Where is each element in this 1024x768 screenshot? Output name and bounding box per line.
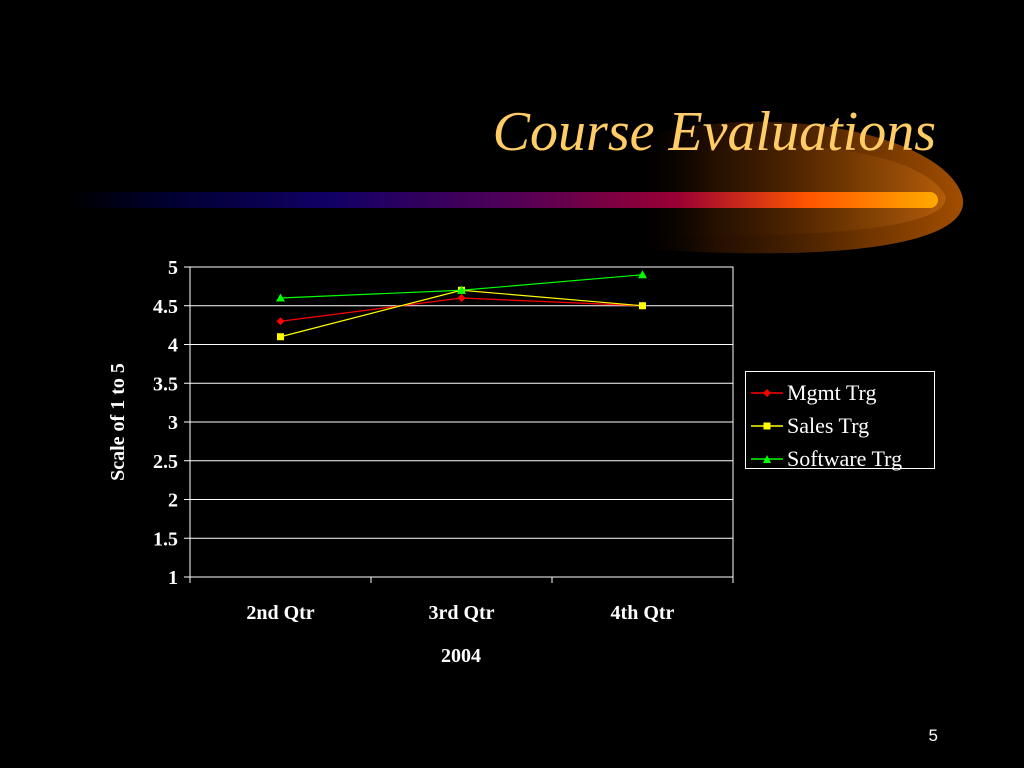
- legend-swatch-mgmt-trg: [751, 388, 783, 397]
- gradient-bar: [70, 192, 938, 208]
- legend-swatch-sales-trg: [751, 422, 783, 429]
- chart-legend: Mgmt Trg Sales Trg Software Trg: [745, 371, 935, 471]
- series-software-trg: [276, 270, 647, 302]
- y-axis-ticks: 1 1.5 2 2.5 3 3.5 4 4.5 5: [153, 257, 190, 589]
- y-axis-label: Scale of 1 to 5: [107, 363, 129, 481]
- chart-series: [276, 270, 647, 341]
- x-tick-label: 2nd Qtr: [246, 602, 314, 624]
- x-axis-label: 2004: [441, 645, 481, 667]
- legend-label-software-trg: Software Trg: [787, 445, 903, 471]
- legend-swatch-software-trg: [751, 454, 783, 463]
- x-tick-label: 3rd Qtr: [428, 602, 494, 624]
- legend-item-software-trg: Software Trg: [746, 442, 934, 475]
- slide-title: Course Evaluations: [492, 101, 936, 163]
- y-tick-label: 3.5: [153, 373, 178, 395]
- data-point-sales-trg: [639, 302, 646, 310]
- legend-label-sales-trg: Sales Trg: [787, 412, 870, 438]
- y-tick-label: 3: [168, 412, 178, 434]
- swoosh-inner: [640, 145, 946, 236]
- data-point-software-trg: [457, 285, 466, 294]
- y-tick-label: 1: [168, 567, 178, 589]
- data-point-mgmt-trg: [276, 317, 285, 326]
- y-tick-label: 4: [168, 335, 178, 357]
- legend-label-mgmt-trg: Mgmt Trg: [787, 379, 877, 405]
- series-mgmt-trg: [276, 294, 647, 326]
- data-point-software-trg: [638, 270, 647, 279]
- x-axis-ticks: 2nd Qtr 3rd Qtr 4th Qtr: [189, 577, 734, 624]
- legend-item-sales-trg: Sales Trg: [746, 409, 934, 442]
- y-tick-label: 4.5: [153, 296, 178, 318]
- data-point-mgmt-trg: [457, 294, 466, 302]
- page-number: 5: [928, 726, 938, 745]
- data-point-software-trg: [276, 293, 285, 302]
- legend-item-mgmt-trg: Mgmt Trg: [746, 376, 934, 409]
- y-tick-label: 5: [168, 257, 178, 279]
- x-tick-label: 4th Qtr: [611, 602, 675, 624]
- y-tick-label: 2.5: [153, 451, 178, 473]
- chart-gridlines: [190, 305, 733, 539]
- y-tick-label: 2: [168, 490, 178, 512]
- data-point-sales-trg: [277, 333, 284, 341]
- y-tick-label: 1.5: [153, 528, 178, 550]
